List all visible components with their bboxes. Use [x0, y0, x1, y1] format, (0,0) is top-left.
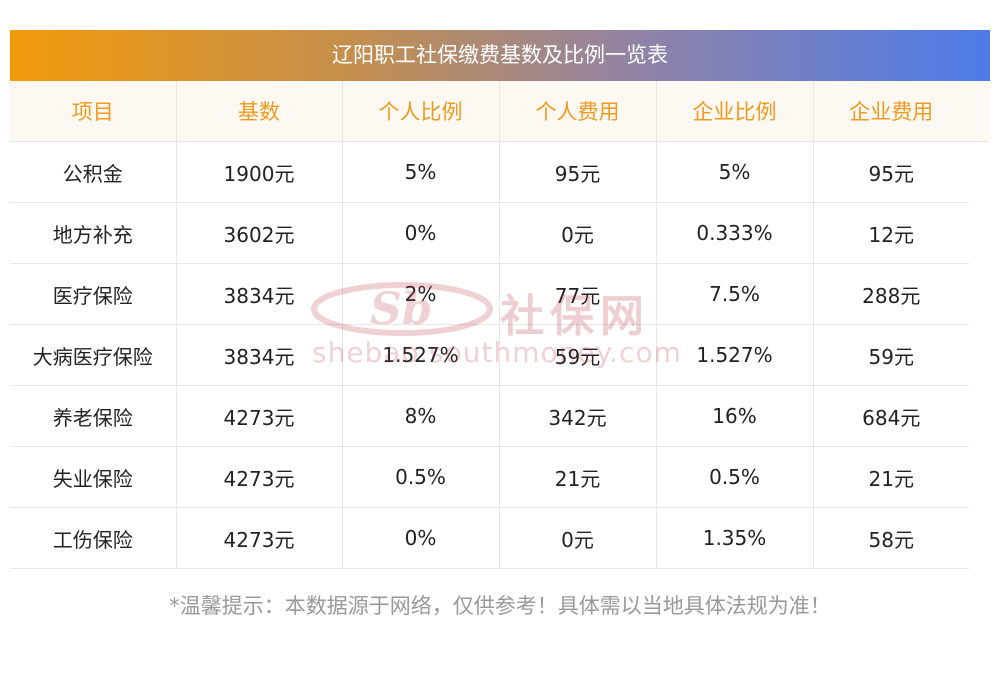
cell-base: 1900元 — [175, 141, 342, 203]
header-item: 项目 — [10, 81, 176, 142]
table-row: 失业保险 4273元 0.5% 21元 0.5% 21元 — [10, 446, 989, 508]
cell-personal-cost: 95元 — [498, 141, 656, 203]
cell-base: 4273元 — [175, 446, 342, 508]
cell-personal-rate: 0% — [341, 507, 499, 569]
row-spacer — [969, 324, 989, 386]
cell-item: 医疗保险 — [10, 263, 176, 325]
row-spacer — [969, 507, 989, 569]
table-row: 公积金 1900元 5% 95元 5% 95元 — [10, 141, 989, 203]
cell-personal-rate: 0.5% — [341, 446, 499, 508]
cell-base: 3602元 — [175, 202, 342, 264]
cell-personal-cost: 0元 — [498, 507, 656, 569]
cell-personal-cost: 77元 — [498, 263, 656, 325]
table-row: 医疗保险 3834元 2% 77元 7.5% 288元 — [10, 263, 989, 325]
cell-base: 4273元 — [175, 507, 342, 569]
row-spacer — [969, 385, 989, 447]
table-title: 辽阳职工社保缴费基数及比例一览表 — [10, 30, 990, 81]
cell-personal-rate: 5% — [341, 141, 499, 203]
cell-base: 3834元 — [175, 263, 342, 325]
cell-company-rate: 7.5% — [655, 263, 813, 325]
header-row: 项目 基数 个人比例 个人费用 企业比例 企业费用 — [10, 81, 989, 142]
cell-personal-cost: 0元 — [498, 202, 656, 264]
cell-company-cost: 95元 — [812, 141, 969, 203]
row-spacer — [969, 263, 989, 325]
cell-base: 4273元 — [175, 385, 342, 447]
cell-company-cost: 684元 — [812, 385, 969, 447]
cell-company-rate: 5% — [655, 141, 813, 203]
cell-company-cost: 58元 — [812, 507, 969, 569]
cell-company-rate: 0.5% — [655, 446, 813, 508]
cell-personal-rate: 2% — [341, 263, 499, 325]
table-row: 工伤保险 4273元 0% 0元 1.35% 58元 — [10, 507, 989, 569]
cell-item: 大病医疗保险 — [10, 324, 176, 386]
cell-company-rate: 16% — [655, 385, 813, 447]
cell-base: 3834元 — [175, 324, 342, 386]
footnote: *温馨提示：本数据源于网络，仅供参考！具体需以当地具体法规为准！ — [169, 594, 831, 618]
rates-table: 项目 基数 个人比例 个人费用 企业比例 企业费用 公积金 1900元 5% 9… — [10, 81, 989, 569]
header-company-cost: 企业费用 — [812, 81, 969, 142]
header-personal-rate: 个人比例 — [341, 81, 499, 142]
cell-company-cost: 21元 — [812, 446, 969, 508]
cell-personal-cost: 59元 — [498, 324, 656, 386]
cell-item: 失业保险 — [10, 446, 176, 508]
cell-company-rate: 0.333% — [655, 202, 813, 264]
header-personal-cost: 个人费用 — [498, 81, 656, 142]
cell-company-cost: 59元 — [812, 324, 969, 386]
cell-personal-rate: 1.527% — [341, 324, 499, 386]
cell-item: 养老保险 — [10, 385, 176, 447]
header-base: 基数 — [175, 81, 342, 142]
cell-item: 地方补充 — [10, 202, 176, 264]
cell-company-rate: 1.35% — [655, 507, 813, 569]
cell-personal-cost: 21元 — [498, 446, 656, 508]
row-spacer — [969, 141, 989, 203]
table-row: 地方补充 3602元 0% 0元 0.333% 12元 — [10, 202, 989, 264]
cell-item: 工伤保险 — [10, 507, 176, 569]
cell-company-cost: 288元 — [812, 263, 969, 325]
cell-personal-cost: 342元 — [498, 385, 656, 447]
cell-company-rate: 1.527% — [655, 324, 813, 386]
cell-personal-rate: 0% — [341, 202, 499, 264]
row-spacer — [969, 446, 989, 508]
table-row: 大病医疗保险 3834元 1.527% 59元 1.527% 59元 — [10, 324, 989, 386]
cell-personal-rate: 8% — [341, 385, 499, 447]
header-spacer — [969, 81, 989, 142]
header-company-rate: 企业比例 — [655, 81, 813, 142]
row-spacer — [969, 202, 989, 264]
cell-item: 公积金 — [10, 141, 176, 203]
table-row: 养老保险 4273元 8% 342元 16% 684元 — [10, 385, 989, 447]
cell-company-cost: 12元 — [812, 202, 969, 264]
